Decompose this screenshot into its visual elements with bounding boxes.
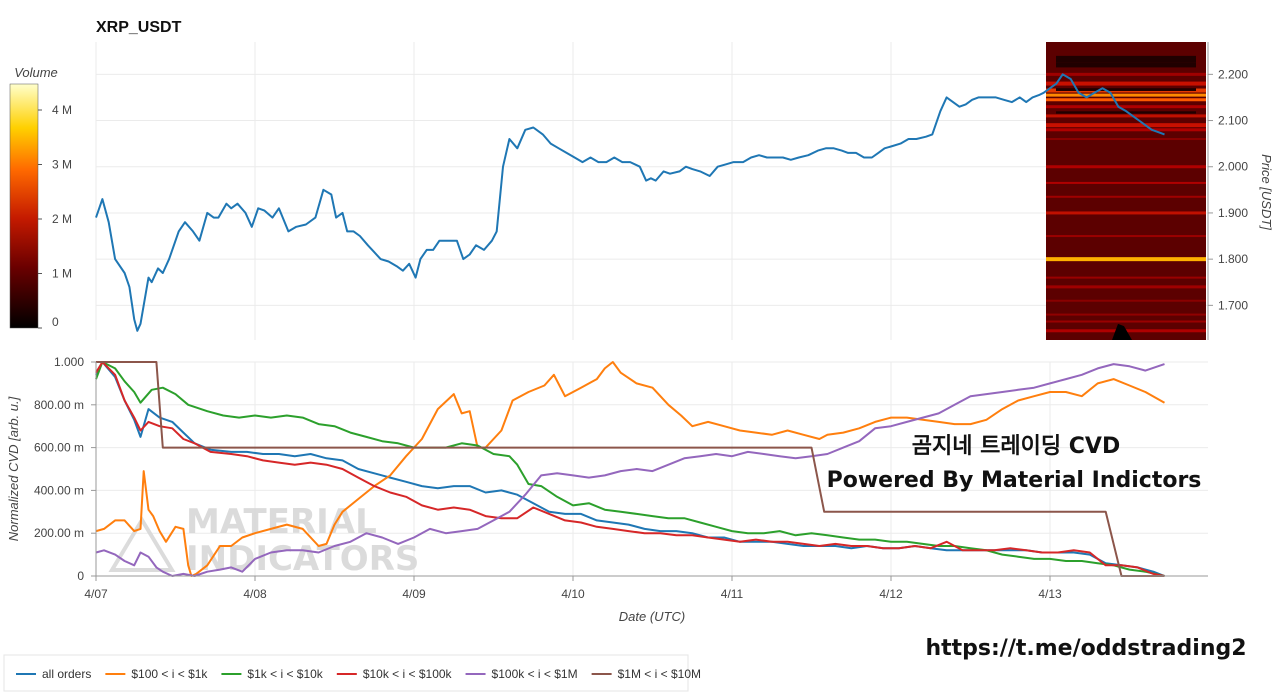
- cvd-y-tick-label: 400.00 m: [34, 483, 84, 497]
- cvd-y-tick-label: 0: [77, 569, 84, 583]
- cvd-x-axis-label: Date (UTC): [619, 609, 685, 624]
- heatmap-band: [1046, 195, 1206, 198]
- price-y-tick-label: 1.900: [1218, 206, 1248, 220]
- heatmap-band: [1046, 128, 1206, 132]
- heatmap-band: [1046, 299, 1206, 302]
- cvd-y-tick-label: 1.000: [54, 355, 84, 369]
- colorbar-tick-label: 0: [52, 315, 59, 329]
- x-tick-label: 4/11: [721, 587, 744, 601]
- cvd-series-line: [96, 361, 1165, 577]
- heatmap-gap: [1056, 111, 1196, 114]
- heatmap-band: [1046, 257, 1206, 262]
- cvd-x-ticks: 4/07 4/08 4/09 4/10 4/11 4/12 4/13: [84, 576, 1062, 601]
- price-chart-title: XRP_USDT: [96, 19, 182, 36]
- heatmap-band: [1046, 105, 1206, 109]
- price-y-ticks: 1.700 1.800 1.900 2.000 2.100 2.200: [1208, 67, 1248, 312]
- heatmap-band: [1046, 81, 1206, 86]
- watermark-logo-icon: [108, 516, 176, 572]
- price-y-tick-label: 2.200: [1218, 67, 1248, 81]
- heatmap-gap: [1056, 55, 1196, 63]
- colorbar-ticks: 0 1 M 2 M 3 M 4 M: [38, 103, 72, 329]
- legend-label[interactable]: $1k < i < $10k: [247, 667, 323, 681]
- price-y-axis-label: Price [USDT]: [1259, 154, 1274, 230]
- legend-label[interactable]: $1M < i < $10M: [618, 667, 701, 681]
- cvd-lines: [95, 361, 1165, 577]
- cvd-series-line: [95, 363, 1165, 577]
- heatmap-background: [1046, 42, 1206, 340]
- heatmap-gap: [1056, 62, 1196, 68]
- heatmap-band: [1046, 181, 1206, 184]
- colorbar-tick-label: 2 M: [52, 212, 72, 226]
- heatmap-dark-patch: [1112, 323, 1132, 340]
- heatmap-band: [1046, 276, 1206, 279]
- overlay-title: 곰지네 트레이딩 CVD: [912, 434, 1120, 459]
- legend-label[interactable]: $10k < i < $100k: [363, 667, 453, 681]
- volume-heatmap: [1046, 42, 1206, 340]
- heatmap-band: [1046, 114, 1206, 118]
- x-tick-label: 4/07: [84, 587, 108, 601]
- price-y-tick-label: 2.000: [1218, 160, 1248, 174]
- heatmap-band: [1046, 98, 1206, 102]
- heatmap-gap: [1056, 88, 1196, 91]
- price-y-tick-label: 1.800: [1218, 252, 1248, 266]
- price-grid: [95, 42, 1208, 340]
- colorbar-tick-label: 4 M: [52, 103, 72, 117]
- heatmap-band: [1046, 138, 1206, 141]
- heatmap-band: [1046, 123, 1206, 128]
- volume-colorbar: [9, 83, 39, 329]
- heatmap-band: [1046, 72, 1206, 76]
- heatmap-band: [1046, 165, 1206, 169]
- price-plot-area: [96, 42, 1208, 340]
- colorbar-tick-label: 1 M: [52, 267, 72, 281]
- price-series-line: [95, 73, 1165, 332]
- cvd-y-tick-label: 800.00 m: [34, 398, 84, 412]
- cvd-y-ticks: 0 200.00 m 400.00 m 600.00 m 800.00 m 1.000: [34, 355, 96, 583]
- legend-label[interactable]: $100 < i < $1k: [131, 667, 208, 681]
- cvd-plot-area: [96, 362, 1208, 576]
- colorbar-tick-label: 3 M: [52, 158, 72, 172]
- x-tick-label: 4/12: [879, 587, 903, 601]
- price-y-tick-label: 1.700: [1218, 298, 1248, 312]
- price-y-tick-label: 2.100: [1218, 114, 1248, 128]
- heatmap-band: [1046, 313, 1206, 316]
- cvd-y-axis-label: Normalized CVD [arb. u.]: [6, 396, 21, 541]
- heatmap-band: [1046, 235, 1206, 238]
- heatmap-band: [1046, 211, 1206, 215]
- legend-label[interactable]: $100k < i < $1M: [492, 667, 578, 681]
- heatmap-band: [1046, 320, 1206, 323]
- price-lines: [95, 73, 1165, 332]
- cvd-series-line: [95, 361, 1165, 577]
- cvd-series-line: [95, 361, 1165, 577]
- legend-label[interactable]: all orders: [42, 667, 91, 681]
- heatmap-band: [1046, 285, 1206, 289]
- x-tick-label: 4/13: [1038, 587, 1062, 601]
- telegram-link[interactable]: https://t.me/oddstrading2: [925, 636, 1246, 661]
- cvd-y-tick-label: 200.00 m: [34, 526, 84, 540]
- legend-items: all orders $100 < i < $1k $1k < i < $10k $1…: [16, 667, 701, 681]
- x-tick-label: 4/09: [402, 587, 426, 601]
- x-tick-label: 4/10: [561, 587, 585, 601]
- x-tick-label: 4/08: [243, 587, 267, 601]
- cvd-y-tick-label: 600.00 m: [34, 441, 84, 455]
- overlay-subtitle: Powered By Material Indictors: [827, 468, 1202, 493]
- colorbar-label: Volume: [14, 65, 58, 80]
- heatmap-band: [1046, 93, 1206, 97]
